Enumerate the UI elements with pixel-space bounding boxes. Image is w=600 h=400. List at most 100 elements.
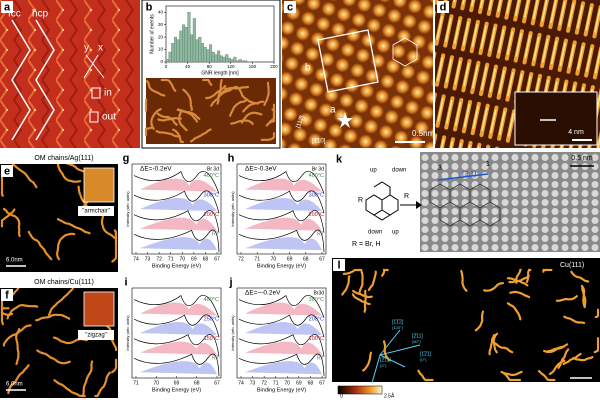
bar [225, 54, 229, 63]
texture [363, 289, 367, 313]
label: out [102, 112, 116, 123]
annotation: ΔE=-0.2eV [140, 166, 172, 173]
texture [557, 348, 570, 369]
texture [189, 128, 212, 143]
label: R [358, 197, 363, 204]
label: up [370, 168, 377, 174]
panel-label: a [4, 1, 11, 13]
texture [0, 208, 16, 228]
label-box [1, 1, 13, 13]
spectrum [238, 210, 325, 233]
texture [172, 128, 185, 144]
legend-label: 400°C [204, 297, 219, 303]
peak-fill [245, 341, 322, 355]
x-tick-label: 69 [287, 256, 293, 262]
texture [144, 126, 154, 137]
bar [211, 51, 215, 63]
spectrum [238, 295, 325, 318]
label: [2̄11] [380, 357, 391, 363]
bar [190, 34, 194, 63]
inset-d [514, 91, 598, 146]
spectrum [238, 190, 325, 214]
x-tick-label: 71 [254, 256, 260, 262]
inset [83, 167, 115, 203]
texture [417, 369, 434, 382]
panel-label: i [124, 276, 127, 288]
x-tick-label: 70 [180, 256, 186, 262]
texture [6, 303, 39, 320]
legend-label: 300°C [309, 193, 324, 199]
label: (120°) [392, 325, 404, 330]
image-b [146, 78, 276, 144]
legend-label: 250°C [204, 317, 219, 323]
y-axis-label: Intensity (arb. units) [125, 315, 130, 351]
x-axis-label: Binding Energy (eV) [257, 263, 306, 269]
label: in [104, 88, 112, 99]
x-tick-label: 69 [174, 380, 180, 386]
texture [506, 302, 522, 321]
x-tick-label: 69 [191, 256, 197, 262]
label: 0 [340, 393, 343, 399]
texture [569, 269, 590, 283]
image-c [282, 0, 433, 148]
texture [7, 364, 30, 396]
texture [176, 108, 201, 120]
peak-fill [140, 361, 217, 375]
texture [229, 99, 248, 117]
image-l [332, 258, 600, 382]
texture [342, 268, 363, 275]
label: "zigzag" [85, 333, 107, 339]
texture [177, 109, 189, 132]
label-box [143, 1, 155, 13]
shape [392, 37, 418, 67]
x-tick-label: 69 [296, 380, 302, 386]
legend-label: 150°C [204, 336, 219, 342]
texture [113, 229, 118, 244]
legend-label: RT [317, 232, 325, 238]
legend-label: 300°C [204, 193, 219, 199]
label: down [368, 230, 382, 236]
bar [192, 18, 196, 63]
label: hcp [32, 9, 49, 20]
bar [182, 24, 186, 63]
peak-fill [245, 217, 322, 231]
spectrum [238, 353, 325, 377]
x-tick-label: 200 [270, 64, 278, 69]
y-tick-label: 30 [158, 22, 164, 27]
legend-label: 200°C [309, 317, 324, 323]
label: (0°) [380, 363, 387, 368]
texture [561, 352, 582, 366]
texture [271, 108, 276, 115]
panel-label: g [123, 152, 130, 164]
panel-label: h [228, 152, 235, 164]
texture [14, 328, 21, 366]
texture [381, 268, 389, 277]
shape [89, 111, 99, 123]
spectrum [238, 171, 325, 194]
bar [217, 50, 221, 63]
bar [195, 39, 199, 63]
image-k [420, 152, 600, 252]
spectrum [133, 171, 220, 194]
texture [483, 282, 504, 292]
label: [1̄2̄1] [420, 351, 432, 357]
texture [260, 131, 276, 142]
bar [236, 60, 240, 63]
texture [155, 112, 178, 126]
texture [182, 88, 193, 113]
texture [56, 158, 82, 183]
texture [2, 324, 32, 348]
texture [2, 207, 21, 238]
label-box [120, 152, 132, 164]
label-box [0, 276, 118, 288]
label: R [404, 193, 409, 200]
peak-fill [140, 302, 217, 316]
label: y [84, 43, 89, 54]
texture [145, 80, 166, 97]
x-tick-label: 67 [319, 380, 325, 386]
y-axis-label: Intensity (arb. units) [230, 191, 235, 227]
label: [2̄11] [412, 333, 423, 339]
image-a [0, 0, 140, 148]
spectrum [133, 210, 220, 233]
